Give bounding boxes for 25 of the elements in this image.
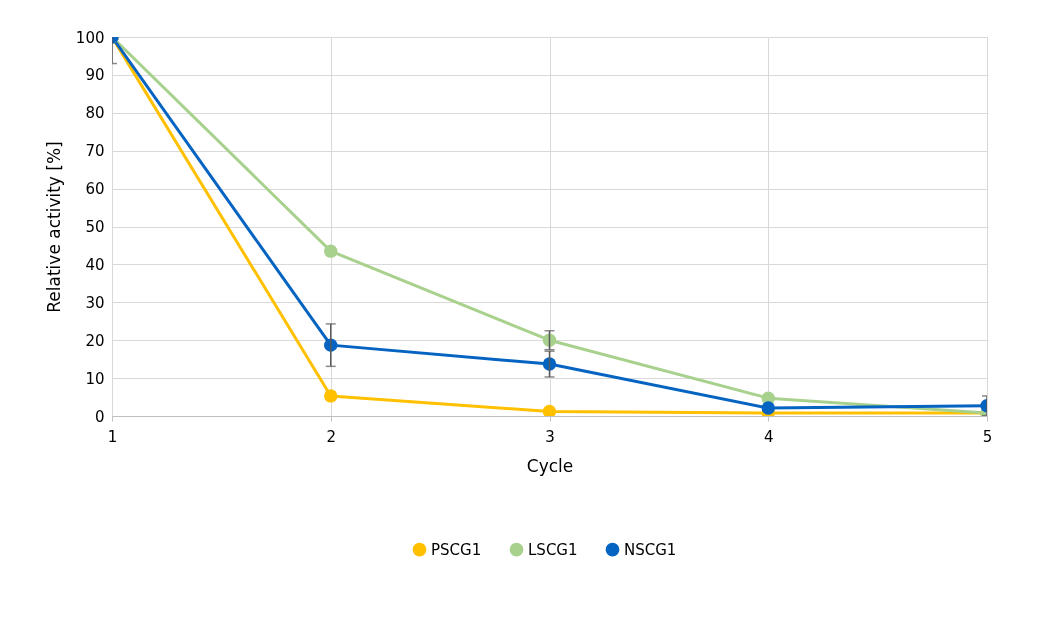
y-tick-label: 80 [85, 104, 105, 123]
y-tick-label: 10 [85, 369, 105, 388]
point [324, 389, 338, 403]
x-tick-label: 2 [326, 427, 337, 446]
y-tick-label: 20 [85, 331, 105, 350]
point [324, 244, 338, 258]
x-tick-label: 5 [982, 427, 993, 446]
legend-label: LSCG1 [528, 540, 578, 559]
y-tick-label: 100 [75, 28, 105, 47]
x-axis-title: Cycle [526, 455, 574, 476]
x-tick-label: 4 [763, 427, 774, 446]
point [761, 401, 775, 415]
legend-label: NSCG1 [624, 540, 677, 559]
y-tick-label: 0 [94, 407, 105, 426]
y-axis-title: Relative activity [%] [43, 141, 64, 313]
y-tick-label: 70 [85, 142, 105, 161]
y-tick-label: 40 [85, 255, 105, 274]
y-tick-label: 50 [85, 218, 105, 236]
y-tick-label: 90 [85, 66, 105, 85]
x-tick-label: 3 [545, 427, 555, 446]
y-tick-label: 30 [85, 293, 105, 312]
x-tick-label: 1 [107, 427, 118, 446]
point [542, 404, 557, 416]
y-tick-label: 60 [85, 180, 105, 199]
legend-label: PSCG1 [431, 540, 482, 559]
